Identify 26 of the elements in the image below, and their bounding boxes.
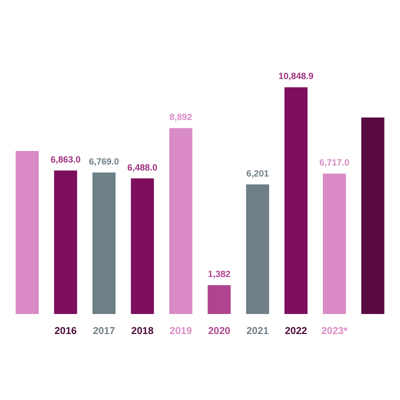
x-tick-label: 2018 [131, 326, 154, 337]
bar [54, 170, 78, 314]
bar [16, 150, 39, 314]
x-tick-label: 2016 [54, 326, 78, 337]
data-label: 8,892 [170, 112, 192, 122]
bar [208, 285, 231, 314]
x-tick-label: 2023* [321, 326, 348, 337]
x-tick-label: 2021 [246, 326, 270, 337]
data-label: 10,848.9 [278, 71, 314, 82]
data-label: 1,382 [208, 269, 230, 280]
bar [322, 174, 346, 314]
data-label: 6,769.0 [88, 156, 120, 166]
bar [130, 178, 154, 314]
bar [246, 184, 270, 314]
x-tick-label: 2020 [208, 326, 231, 337]
x-tick-label: 2022 [284, 326, 308, 337]
bar [284, 87, 308, 314]
x-tick-label: 2017 [92, 326, 116, 337]
bar [169, 128, 192, 314]
x-tick-label: 2019 [170, 326, 192, 337]
data-label: 6,717.0 [319, 158, 350, 168]
data-label: 6,201 [246, 168, 269, 178]
data-label: 6,488.0 [127, 162, 158, 172]
bar [92, 172, 116, 314]
bar [361, 118, 384, 314]
data-label: 6,863.0 [50, 154, 81, 165]
